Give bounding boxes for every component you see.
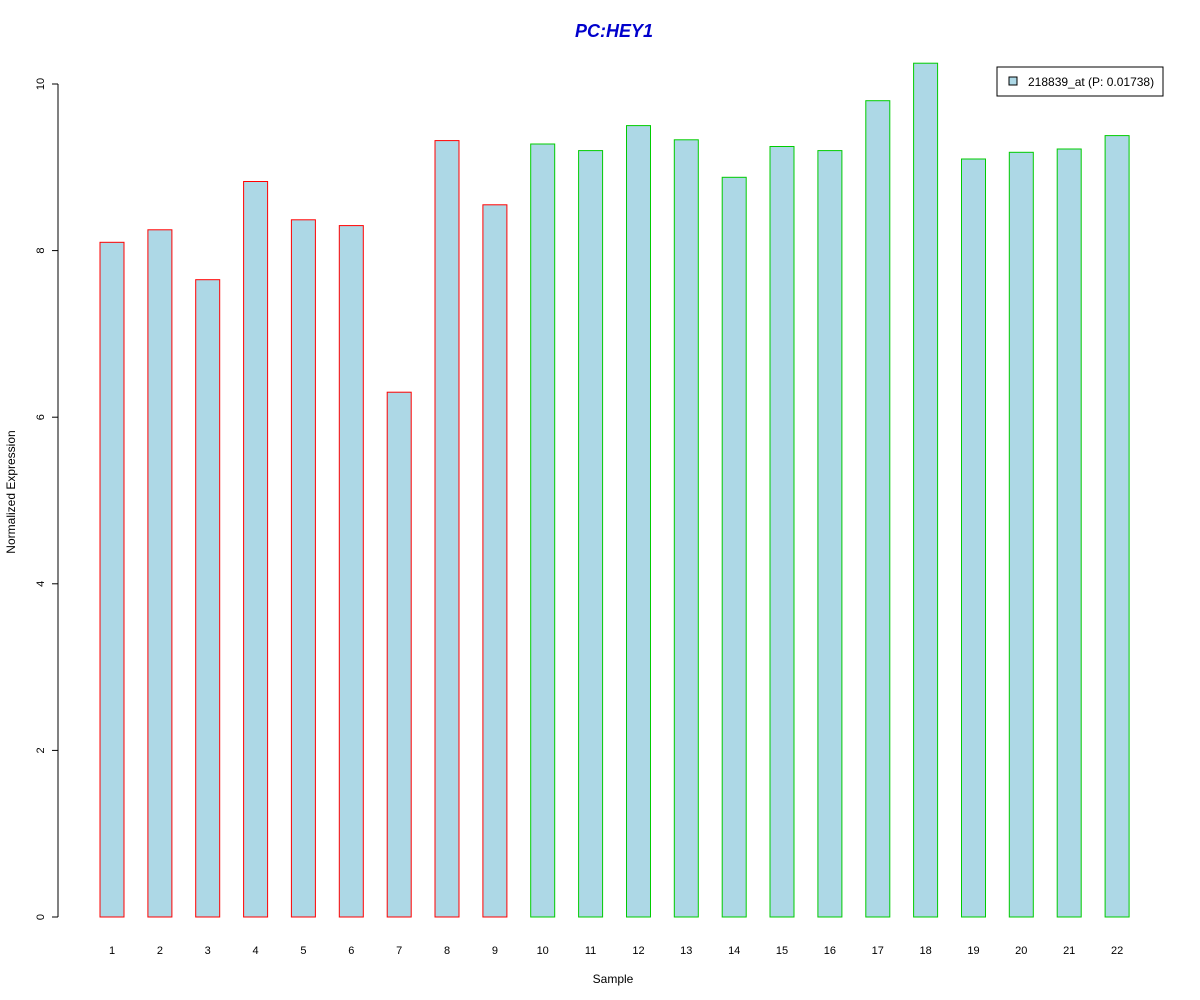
bar-sample-13: [673, 139, 699, 918]
x-tick-label: 9: [492, 945, 498, 957]
x-tick-label: 14: [728, 945, 740, 957]
legend-box: [996, 66, 1164, 97]
bar-sample-16: [817, 150, 843, 918]
bar-sample-14: [721, 176, 747, 918]
bar-sample-4: [243, 181, 269, 918]
y-tick-label: 8: [35, 248, 47, 254]
bar-sample-17: [865, 100, 891, 918]
y-axis-label: Normalized Expression: [4, 430, 18, 553]
bar-sample-20: [1008, 151, 1034, 918]
bar-sample-10: [530, 143, 556, 918]
x-tick-label: 8: [444, 945, 450, 957]
bar-sample-21: [1056, 148, 1082, 918]
x-tick-label: 3: [205, 945, 211, 957]
bar-sample-11: [578, 150, 604, 918]
x-tick-label: 17: [872, 945, 884, 957]
bar-sample-9: [482, 204, 508, 918]
x-tick-label: 15: [776, 945, 788, 957]
bar-sample-15: [769, 146, 795, 918]
x-tick-label: 6: [348, 945, 354, 957]
x-tick-label: 2: [157, 945, 163, 957]
x-tick-label: 7: [396, 945, 402, 957]
bar-sample-12: [626, 125, 651, 918]
legend: 218839_at (P: 0.01738): [996, 66, 1164, 97]
x-tick-label: 18: [919, 945, 931, 957]
y-tick-label: 2: [35, 747, 47, 753]
y-tick-label: 0: [35, 914, 47, 920]
bar-sample-7: [386, 391, 412, 918]
x-tick-label: 1: [109, 945, 115, 957]
y-axis-ticks: 0 2 4 6 8 10: [35, 78, 58, 920]
legend-swatch: [1008, 76, 1018, 86]
y-tick-label: 6: [35, 414, 47, 420]
bar-sample-8: [434, 140, 460, 918]
bar-sample-2: [147, 229, 173, 918]
x-axis-tick-labels: 1 2 3 4 5 6 7 8 9 10 11 12 13 14 15 16 17 18 19 20 21 22: [109, 945, 1123, 957]
bar-sample-3: [195, 279, 221, 918]
bar-sample-19: [961, 158, 986, 918]
y-tick-label: 4: [35, 581, 47, 587]
bar-sample-1: [99, 241, 125, 918]
chart-title: PC:HEY1: [575, 21, 653, 41]
bar-sample-6: [338, 225, 364, 918]
x-tick-label: 4: [253, 945, 259, 957]
x-tick-label: 5: [300, 945, 306, 957]
x-tick-label: 12: [632, 945, 644, 957]
x-axis-label: Sample: [593, 972, 634, 986]
x-tick-label: 21: [1063, 945, 1075, 957]
bar-sample-18: [913, 62, 939, 918]
x-tick-label: 13: [680, 945, 692, 957]
bar-sample-22: [1104, 135, 1130, 918]
x-tick-label: 11: [585, 945, 596, 957]
legend-label: 218839_at (P: 0.01738): [1028, 75, 1154, 89]
x-tick-label: 20: [1015, 945, 1027, 957]
y-tick-label: 10: [35, 78, 47, 90]
bars: [99, 62, 1130, 918]
x-tick-label: 16: [824, 945, 836, 957]
x-tick-label: 22: [1111, 945, 1123, 957]
x-tick-label: 19: [967, 945, 979, 957]
bar-sample-5: [290, 219, 316, 918]
x-tick-label: 10: [537, 945, 549, 957]
